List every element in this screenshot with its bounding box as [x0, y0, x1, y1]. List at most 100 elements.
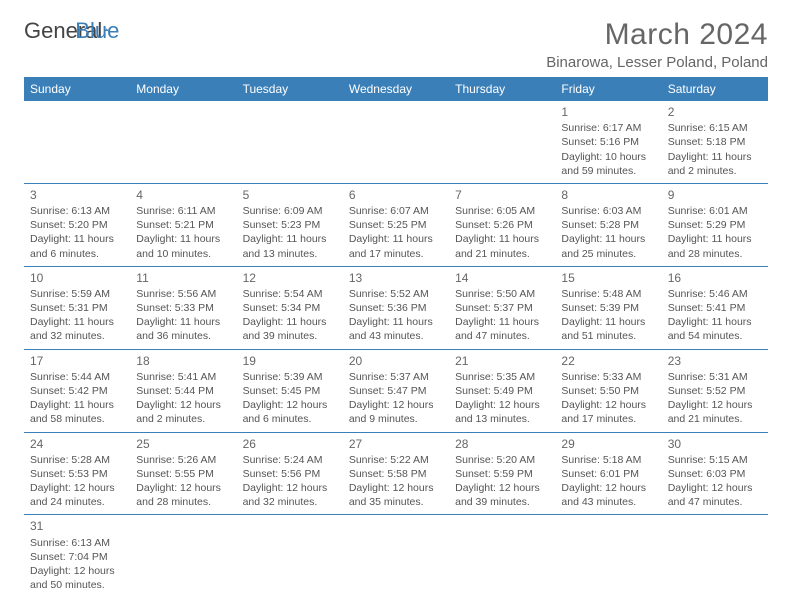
day-detail: Sunrise: 6:15 AM: [668, 121, 762, 135]
day-detail: Sunrise: 6:01 AM: [668, 204, 762, 218]
day-number: 16: [668, 270, 762, 286]
day-detail: and 21 minutes.: [455, 247, 549, 261]
day-number: 20: [349, 353, 443, 369]
day-detail: Sunset: 5:56 PM: [243, 467, 337, 481]
day-number: 19: [243, 353, 337, 369]
calendar-body: 1Sunrise: 6:17 AMSunset: 5:16 PMDaylight…: [24, 101, 768, 597]
month-title: March 2024: [546, 18, 768, 52]
calendar-cell: 28Sunrise: 5:20 AMSunset: 5:59 PMDayligh…: [449, 432, 555, 515]
day-detail: Sunrise: 6:13 AM: [30, 204, 124, 218]
day-detail: Sunrise: 5:15 AM: [668, 453, 762, 467]
calendar-cell: 7Sunrise: 6:05 AMSunset: 5:26 PMDaylight…: [449, 183, 555, 266]
day-detail: Daylight: 11 hours: [30, 398, 124, 412]
day-detail: Daylight: 12 hours: [136, 481, 230, 495]
calendar-cell: [662, 515, 768, 597]
day-number: 13: [349, 270, 443, 286]
day-number: 25: [136, 436, 230, 452]
day-detail: Daylight: 12 hours: [455, 398, 549, 412]
day-detail: Daylight: 11 hours: [668, 150, 762, 164]
day-detail: Sunset: 7:04 PM: [30, 550, 124, 564]
calendar-cell: [343, 515, 449, 597]
day-detail: Sunset: 5:31 PM: [30, 301, 124, 315]
calendar-week-row: 24Sunrise: 5:28 AMSunset: 5:53 PMDayligh…: [24, 432, 768, 515]
day-detail: Sunset: 5:44 PM: [136, 384, 230, 398]
calendar-cell: 9Sunrise: 6:01 AMSunset: 5:29 PMDaylight…: [662, 183, 768, 266]
day-detail: and 58 minutes.: [30, 412, 124, 426]
day-detail: and 51 minutes.: [561, 329, 655, 343]
calendar-cell: 2Sunrise: 6:15 AMSunset: 5:18 PMDaylight…: [662, 101, 768, 183]
day-detail: and 54 minutes.: [668, 329, 762, 343]
day-detail: Sunset: 5:49 PM: [455, 384, 549, 398]
col-tuesday: Tuesday: [237, 77, 343, 101]
day-detail: and 36 minutes.: [136, 329, 230, 343]
day-detail: Sunrise: 5:26 AM: [136, 453, 230, 467]
title-block: March 2024 Binarowa, Lesser Poland, Pola…: [546, 18, 768, 71]
day-detail: Sunrise: 5:20 AM: [455, 453, 549, 467]
day-detail: Sunrise: 6:05 AM: [455, 204, 549, 218]
day-number: 10: [30, 270, 124, 286]
day-detail: Sunset: 6:03 PM: [668, 467, 762, 481]
day-number: 8: [561, 187, 655, 203]
calendar-cell: 11Sunrise: 5:56 AMSunset: 5:33 PMDayligh…: [130, 266, 236, 349]
day-detail: Sunset: 5:21 PM: [136, 218, 230, 232]
calendar-cell: [449, 101, 555, 183]
calendar-cell: 25Sunrise: 5:26 AMSunset: 5:55 PMDayligh…: [130, 432, 236, 515]
day-detail: Daylight: 11 hours: [455, 232, 549, 246]
location: Binarowa, Lesser Poland, Poland: [546, 54, 768, 71]
day-detail: and 24 minutes.: [30, 495, 124, 509]
day-detail: Daylight: 12 hours: [349, 481, 443, 495]
day-number: 27: [349, 436, 443, 452]
calendar-cell: 21Sunrise: 5:35 AMSunset: 5:49 PMDayligh…: [449, 349, 555, 432]
day-number: 7: [455, 187, 549, 203]
day-detail: Daylight: 11 hours: [668, 315, 762, 329]
calendar-cell: 13Sunrise: 5:52 AMSunset: 5:36 PMDayligh…: [343, 266, 449, 349]
day-detail: and 43 minutes.: [561, 495, 655, 509]
calendar-week-row: 17Sunrise: 5:44 AMSunset: 5:42 PMDayligh…: [24, 349, 768, 432]
day-detail: Sunrise: 5:46 AM: [668, 287, 762, 301]
day-detail: Sunset: 5:37 PM: [455, 301, 549, 315]
day-detail: Daylight: 11 hours: [30, 232, 124, 246]
calendar-cell: 15Sunrise: 5:48 AMSunset: 5:39 PMDayligh…: [555, 266, 661, 349]
day-detail: Sunset: 5:45 PM: [243, 384, 337, 398]
day-number: 26: [243, 436, 337, 452]
calendar-cell: 10Sunrise: 5:59 AMSunset: 5:31 PMDayligh…: [24, 266, 130, 349]
day-detail: Daylight: 11 hours: [136, 232, 230, 246]
day-detail: Sunrise: 5:54 AM: [243, 287, 337, 301]
day-detail: Sunset: 5:20 PM: [30, 218, 124, 232]
day-number: 1: [561, 104, 655, 120]
day-detail: Daylight: 11 hours: [668, 232, 762, 246]
day-detail: Daylight: 12 hours: [136, 398, 230, 412]
day-detail: Daylight: 12 hours: [455, 481, 549, 495]
calendar-week-row: 1Sunrise: 6:17 AMSunset: 5:16 PMDaylight…: [24, 101, 768, 183]
calendar-cell: 31Sunrise: 6:13 AMSunset: 7:04 PMDayligh…: [24, 515, 130, 597]
day-detail: Sunrise: 5:24 AM: [243, 453, 337, 467]
calendar-cell: 27Sunrise: 5:22 AMSunset: 5:58 PMDayligh…: [343, 432, 449, 515]
day-detail: Sunset: 5:53 PM: [30, 467, 124, 481]
day-detail: Sunrise: 6:07 AM: [349, 204, 443, 218]
day-detail: Daylight: 12 hours: [243, 398, 337, 412]
day-detail: Daylight: 12 hours: [243, 481, 337, 495]
day-detail: and 50 minutes.: [30, 578, 124, 592]
calendar-cell: [555, 515, 661, 597]
day-detail: and 6 minutes.: [30, 247, 124, 261]
day-detail: and 2 minutes.: [668, 164, 762, 178]
calendar-cell: [343, 101, 449, 183]
day-detail: Daylight: 12 hours: [30, 481, 124, 495]
day-detail: and 25 minutes.: [561, 247, 655, 261]
day-detail: and 21 minutes.: [668, 412, 762, 426]
col-wednesday: Wednesday: [343, 77, 449, 101]
calendar-cell: 14Sunrise: 5:50 AMSunset: 5:37 PMDayligh…: [449, 266, 555, 349]
day-detail: Sunrise: 5:39 AM: [243, 370, 337, 384]
day-detail: and 17 minutes.: [349, 247, 443, 261]
day-detail: and 17 minutes.: [561, 412, 655, 426]
day-detail: Sunset: 5:42 PM: [30, 384, 124, 398]
day-detail: and 59 minutes.: [561, 164, 655, 178]
calendar-cell: 17Sunrise: 5:44 AMSunset: 5:42 PMDayligh…: [24, 349, 130, 432]
calendar-cell: 20Sunrise: 5:37 AMSunset: 5:47 PMDayligh…: [343, 349, 449, 432]
calendar-cell: [449, 515, 555, 597]
day-detail: Sunrise: 5:35 AM: [455, 370, 549, 384]
day-number: 31: [30, 518, 124, 534]
day-detail: Sunrise: 5:22 AM: [349, 453, 443, 467]
calendar-cell: 18Sunrise: 5:41 AMSunset: 5:44 PMDayligh…: [130, 349, 236, 432]
day-detail: Sunset: 5:39 PM: [561, 301, 655, 315]
